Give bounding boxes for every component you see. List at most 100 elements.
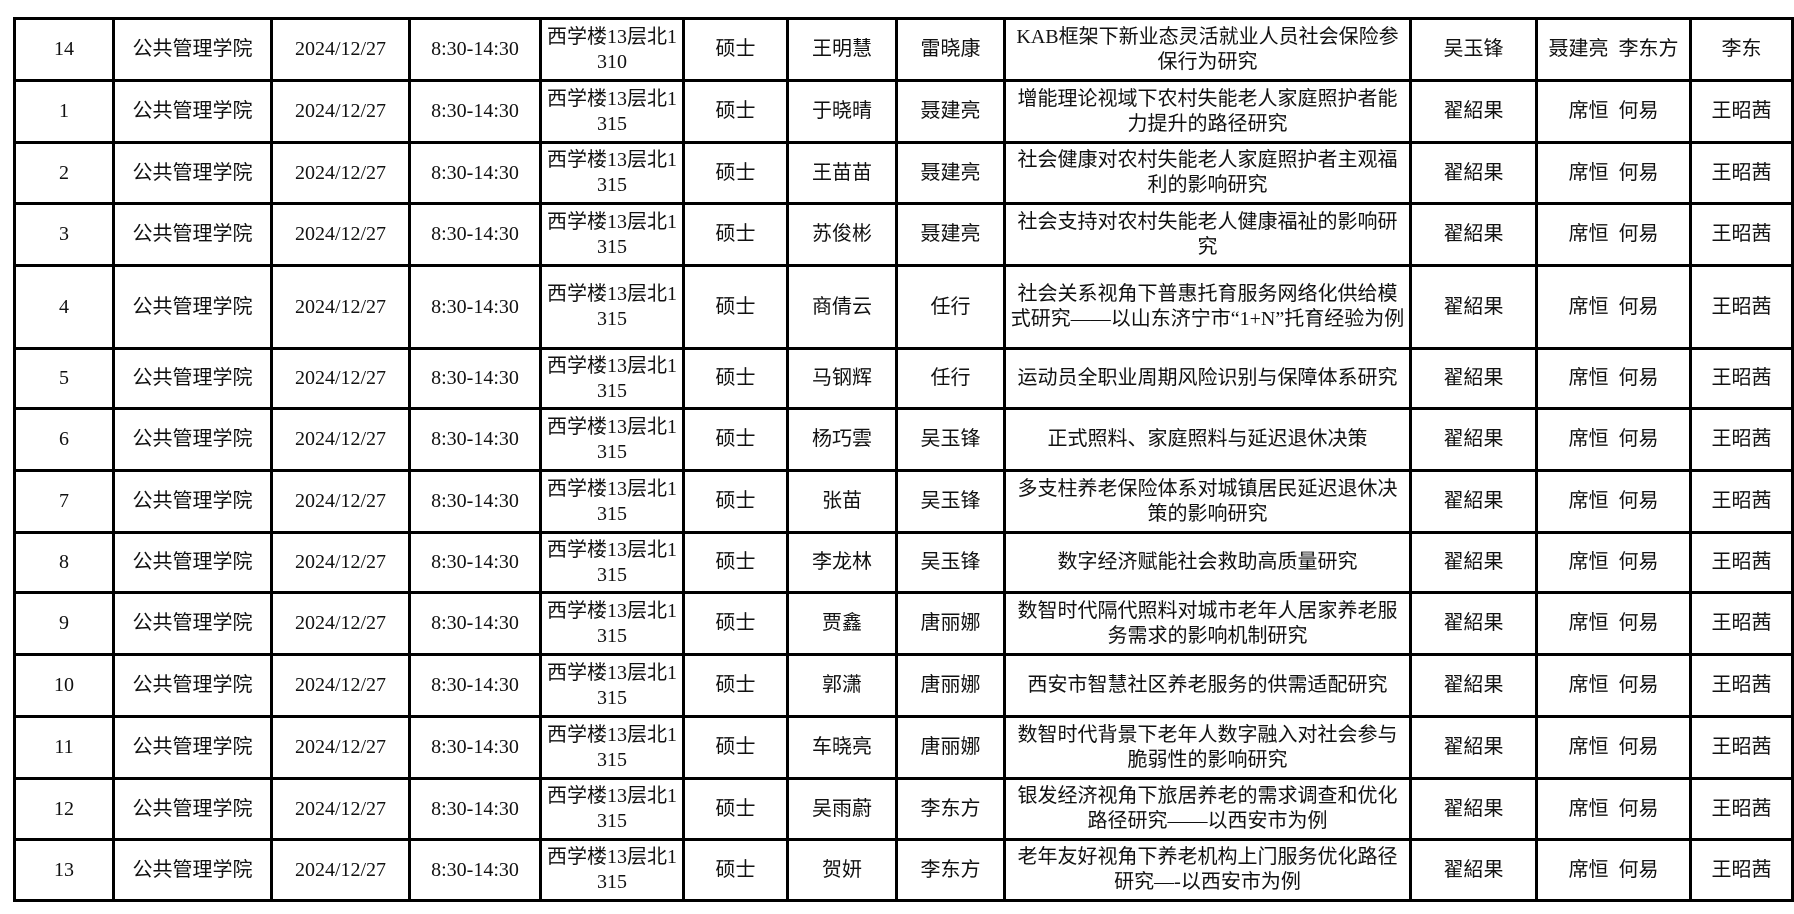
chair-cell: 翟紹果 [1409,141,1538,205]
committee-cell: 席恒 何易 [1535,531,1692,594]
time-cell: 8:30-14:30 [408,141,542,205]
degree-cell: 硕士 [682,79,789,144]
date-cell: 2024/12/27 [270,202,411,267]
degree-cell: 硕士 [682,838,789,902]
table-row: 8 公共管理学院 2024/12/27 8:30-14:30 西学楼13层北1315 硕士… [13,531,1794,594]
advisor-cell: 聂建亮 [895,202,1006,267]
time-cell: 8:30-14:30 [408,591,542,656]
college-cell: 公共管理学院 [112,531,273,594]
date-cell: 2024/12/27 [270,777,411,841]
committee-cell: 席恒 何易 [1535,264,1692,350]
time-cell: 8:30-14:30 [408,777,542,841]
location-cell: 西学楼13层北1315 [539,591,685,656]
advisor-cell: 唐丽娜 [895,653,1006,718]
advisor-cell: 吴玉锋 [895,407,1006,472]
advisor-cell: 雷晓康 [895,17,1006,82]
chair-cell: 翟紹果 [1409,469,1538,534]
committee-cell: 席恒 何易 [1535,777,1692,841]
time-cell: 8:30-14:30 [408,715,542,780]
date-cell: 2024/12/27 [270,653,411,718]
committee-cell: 席恒 何易 [1535,653,1692,718]
table-row: 6 公共管理学院 2024/12/27 8:30-14:30 西学楼13层北1315 硕士… [13,407,1794,472]
location-cell: 西学楼13层北1315 [539,141,685,205]
degree-cell: 硕士 [682,202,789,267]
table-row: 5 公共管理学院 2024/12/27 8:30-14:30 西学楼13层北1315 硕士… [13,347,1794,410]
date-cell: 2024/12/27 [270,469,411,534]
degree-cell: 硕士 [682,347,789,410]
chair-cell: 翟紹果 [1409,838,1538,902]
table-body: 14 公共管理学院 2024/12/27 8:30-14:30 西学楼13层北1310 硕… [13,17,1794,902]
degree-cell: 硕士 [682,715,789,780]
degree-cell: 硕士 [682,407,789,472]
chair-cell: 翟紹果 [1409,531,1538,594]
chair-cell: 翟紹果 [1409,347,1538,410]
time-cell: 8:30-14:30 [408,79,542,144]
seq-cell: 10 [13,653,115,718]
advisor-cell: 任行 [895,347,1006,410]
thesis-title-cell: 多支柱养老保险体系对城镇居民延迟退休决策的影响研究 [1003,469,1412,534]
secretary-cell: 王昭茜 [1689,202,1794,267]
student-cell: 马钢辉 [786,347,898,410]
date-cell: 2024/12/27 [270,715,411,780]
thesis-title-cell: 社会健康对农村失能老人家庭照护者主观福利的影响研究 [1003,141,1412,205]
secretary-cell: 王昭茜 [1689,264,1794,350]
student-cell: 贺妍 [786,838,898,902]
table-row: 7 公共管理学院 2024/12/27 8:30-14:30 西学楼13层北1315 硕士… [13,469,1794,534]
college-cell: 公共管理学院 [112,469,273,534]
advisor-cell: 唐丽娜 [895,591,1006,656]
location-cell: 西学楼13层北1315 [539,653,685,718]
date-cell: 2024/12/27 [270,591,411,656]
college-cell: 公共管理学院 [112,79,273,144]
secretary-cell: 王昭茜 [1689,141,1794,205]
student-cell: 王苗苗 [786,141,898,205]
seq-cell: 5 [13,347,115,410]
thesis-title-cell: 数智时代背景下老年人数字融入对社会参与脆弱性的影响研究 [1003,715,1412,780]
date-cell: 2024/12/27 [270,141,411,205]
location-cell: 西学楼13层北1310 [539,17,685,82]
time-cell: 8:30-14:30 [408,347,542,410]
college-cell: 公共管理学院 [112,407,273,472]
thesis-title-cell: 数智时代隔代照料对城市老年人居家养老服务需求的影响机制研究 [1003,591,1412,656]
student-cell: 车晓亮 [786,715,898,780]
degree-cell: 硕士 [682,591,789,656]
chair-cell: 翟紹果 [1409,653,1538,718]
seq-cell: 4 [13,264,115,350]
date-cell: 2024/12/27 [270,17,411,82]
location-cell: 西学楼13层北1315 [539,838,685,902]
student-cell: 商倩云 [786,264,898,350]
secretary-cell: 王昭茜 [1689,531,1794,594]
college-cell: 公共管理学院 [112,653,273,718]
table-row: 10 公共管理学院 2024/12/27 8:30-14:30 西学楼13层北1315 硕… [13,653,1794,718]
thesis-title-cell: 社会关系视角下普惠托育服务网络化供给模式研究——以山东济宁市“1+N”托育经验为… [1003,264,1412,350]
advisor-cell: 吴玉锋 [895,469,1006,534]
college-cell: 公共管理学院 [112,202,273,267]
thesis-title-cell: 西安市智慧社区养老服务的供需适配研究 [1003,653,1412,718]
degree-cell: 硕士 [682,469,789,534]
time-cell: 8:30-14:30 [408,469,542,534]
table-row: 12 公共管理学院 2024/12/27 8:30-14:30 西学楼13层北1315 硕… [13,777,1794,841]
secretary-cell: 王昭茜 [1689,347,1794,410]
college-cell: 公共管理学院 [112,715,273,780]
thesis-title-cell: 社会支持对农村失能老人健康福祉的影响研究 [1003,202,1412,267]
committee-cell: 席恒 何易 [1535,469,1692,534]
table-row: 13 公共管理学院 2024/12/27 8:30-14:30 西学楼13层北1315 硕… [13,838,1794,902]
secretary-cell: 王昭茜 [1689,469,1794,534]
time-cell: 8:30-14:30 [408,407,542,472]
date-cell: 2024/12/27 [270,838,411,902]
secretary-cell: 王昭茜 [1689,653,1794,718]
thesis-title-cell: 增能理论视域下农村失能老人家庭照护者能力提升的路径研究 [1003,79,1412,144]
committee-cell: 席恒 何易 [1535,79,1692,144]
college-cell: 公共管理学院 [112,17,273,82]
student-cell: 吴雨蔚 [786,777,898,841]
table-row: 2 公共管理学院 2024/12/27 8:30-14:30 西学楼13层北1315 硕士… [13,141,1794,205]
table-row: 3 公共管理学院 2024/12/27 8:30-14:30 西学楼13层北1315 硕士… [13,202,1794,267]
chair-cell: 翟紹果 [1409,79,1538,144]
advisor-cell: 吴玉锋 [895,531,1006,594]
committee-cell: 席恒 何易 [1535,715,1692,780]
committee-cell: 席恒 何易 [1535,591,1692,656]
student-cell: 李龙林 [786,531,898,594]
date-cell: 2024/12/27 [270,79,411,144]
student-cell: 张苗 [786,469,898,534]
chair-cell: 翟紹果 [1409,407,1538,472]
date-cell: 2024/12/27 [270,531,411,594]
